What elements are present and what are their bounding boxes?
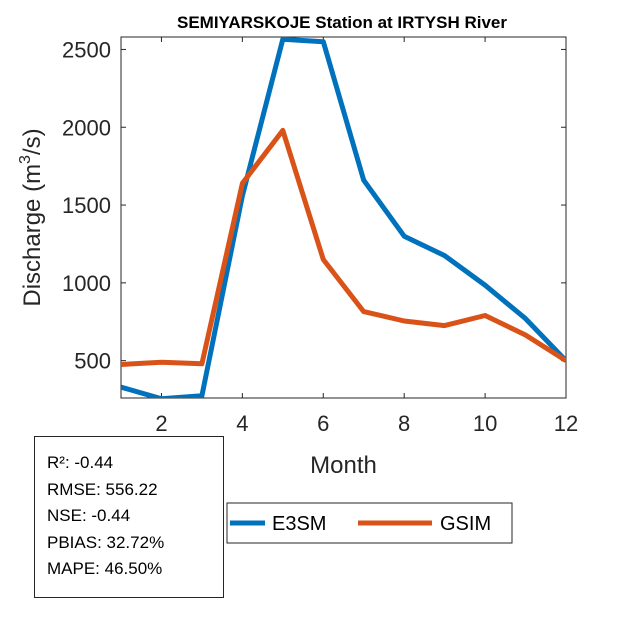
x-tick-label: 6 (317, 411, 329, 436)
legend: E3SM GSIM (226, 502, 513, 544)
plot-frame (120, 36, 567, 399)
x-tick-label: 12 (554, 411, 578, 436)
y-tick-label: 1500 (62, 193, 111, 218)
plot-axes: 2 4 6 8 10 12 500 1000 1500 2000 2500 Month Discharg… (17, 36, 578, 479)
metric-nse: NSE: -0.44 (47, 506, 131, 525)
x-tick-label: 4 (236, 411, 248, 436)
x-tick-label: 2 (155, 411, 167, 436)
metric-rmse: RMSE: 556.22 (47, 479, 158, 499)
legend-label-gsim: GSIM (440, 513, 491, 535)
x-tick-label: 8 (398, 411, 410, 436)
y-tick-label: 2500 (62, 37, 111, 62)
series-line-gsim (121, 127, 566, 367)
legend-label-e3sm: E3SM (272, 513, 326, 535)
chart-title: SEMIYARSKOJE Station at IRTYSH River (177, 13, 507, 32)
y-axis-label: Discharge (m3/s) (17, 128, 46, 306)
metric-pbias: PBIAS: 32.72% (47, 532, 165, 552)
series-line-e3sm (121, 37, 566, 398)
metric-r2: R²: -0.44 (47, 453, 114, 472)
y-tick-label: 1000 (62, 271, 111, 296)
metric-mape: MAPE: 46.50% (47, 559, 163, 578)
plot-series (121, 37, 566, 398)
metrics-box: R²: -0.44 RMSE: 556.22 NSE: -0.44 PBIAS:… (34, 436, 224, 598)
x-tick-label: 10 (473, 411, 497, 436)
y-tick-label: 500 (74, 349, 111, 374)
x-axis-label: Month (310, 452, 377, 479)
y-tick-label: 2000 (62, 115, 111, 140)
